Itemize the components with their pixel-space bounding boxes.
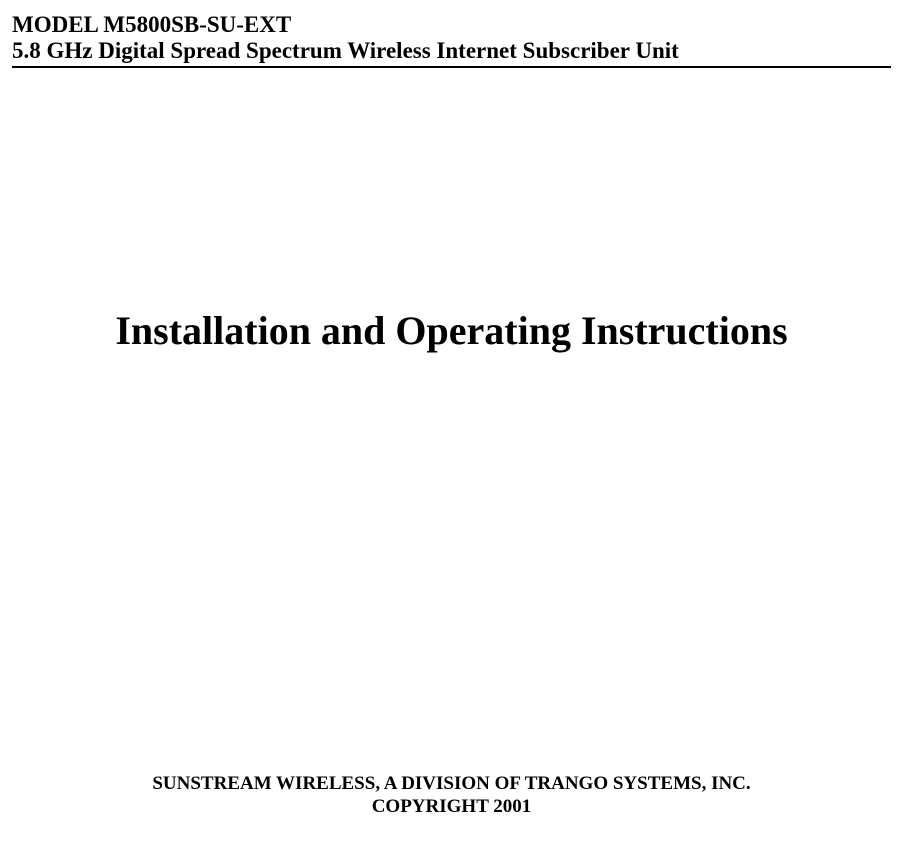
product-description: 5.8 GHz Digital Spread Spectrum Wireless… [12,38,891,64]
company-name: SUNSTREAM WIRELESS, A DIVISION OF TRANGO… [0,772,903,796]
document-title: Installation and Operating Instructions [0,307,903,354]
header-divider [12,66,891,68]
copyright-notice: COPYRIGHT 2001 [0,795,903,819]
model-number: MODEL M5800SB-SU-EXT [12,12,891,38]
document-footer: SUNSTREAM WIRELESS, A DIVISION OF TRANGO… [0,772,903,820]
main-title-section: Installation and Operating Instructions [0,307,903,354]
document-header: MODEL M5800SB-SU-EXT 5.8 GHz Digital Spr… [0,0,903,72]
